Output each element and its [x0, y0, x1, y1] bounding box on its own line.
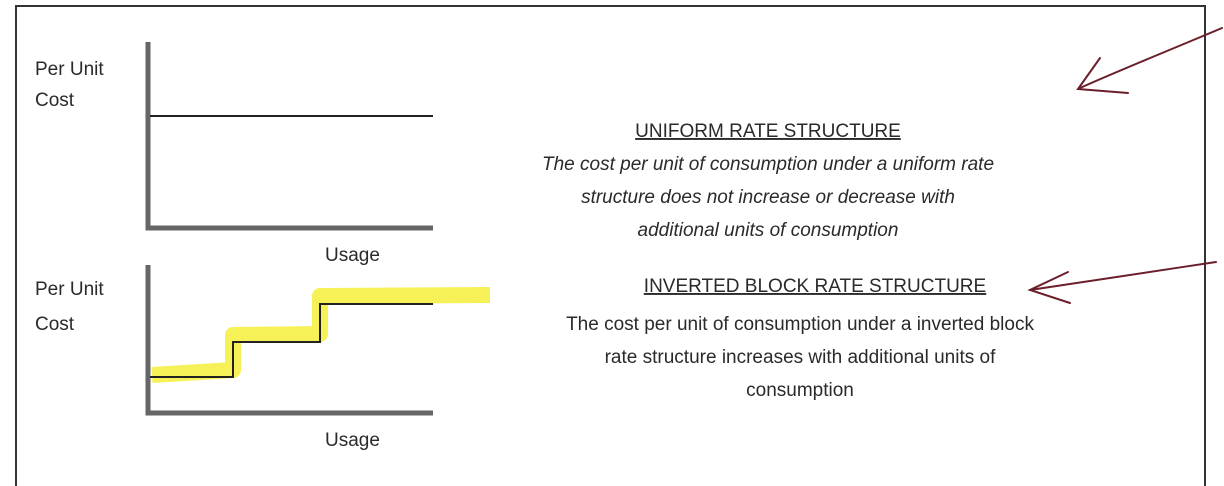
- description: consumption: [746, 380, 854, 401]
- description: rate structure increases with additional…: [605, 347, 996, 368]
- description: The cost per unit of consumption under a…: [566, 314, 1034, 335]
- frame: [15, 5, 1206, 486]
- y-label: Cost: [35, 314, 75, 335]
- arrowhead: [1027, 271, 1071, 304]
- description: The cost per unit of consumption under a…: [542, 154, 994, 175]
- y-label: Per Unit: [35, 59, 104, 80]
- axes: [145, 42, 433, 231]
- arrow: [1079, 27, 1223, 89]
- y-label: Per Unit: [35, 279, 104, 300]
- highlight: [151, 287, 491, 383]
- x-label: Usage: [325, 245, 380, 266]
- uniform-diagram: Per Unit Cost Usage: [35, 42, 433, 266]
- inverted-diagram: Per Unit Cost Usage: [35, 265, 491, 451]
- rate-line: [150, 303, 433, 378]
- arrowhead: [1076, 57, 1129, 94]
- section-title: UNIFORM RATE STRUCTURE: [635, 121, 901, 142]
- annotation-arrows: [1027, 27, 1223, 304]
- section-title: INVERTED BLOCK RATE STRUCTURE: [644, 276, 986, 297]
- y-label: Cost: [35, 90, 75, 111]
- arrow: [1029, 261, 1217, 291]
- x-label: Usage: [325, 430, 380, 451]
- description: additional units of consumption: [638, 220, 899, 241]
- description: structure does not increase or decrease …: [581, 187, 955, 208]
- axes: [145, 265, 433, 416]
